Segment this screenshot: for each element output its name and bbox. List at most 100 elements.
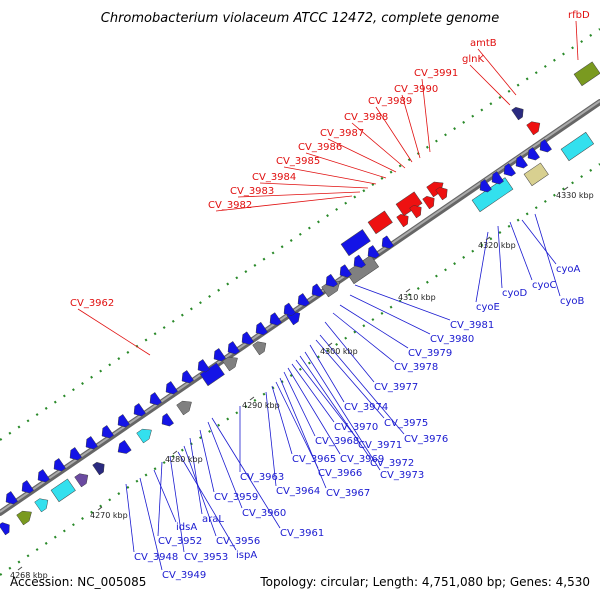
gene-arrow (422, 196, 435, 210)
red-connector (375, 106, 413, 163)
gene-arrow (367, 245, 380, 259)
blue-connector (125, 483, 135, 553)
red-gene-label: CV_3983 (230, 186, 274, 197)
tick-guide-line (0, 28, 600, 441)
blue-connector (309, 344, 345, 403)
red-connector (421, 78, 431, 153)
gene-arrow (426, 181, 444, 198)
blue-connector (199, 429, 215, 493)
blue-connector (157, 461, 163, 537)
gene-arrow (133, 403, 146, 417)
gene-arrow (381, 235, 394, 249)
red-gene-label: CV_3984 (252, 172, 296, 183)
gene-arrow (527, 147, 540, 161)
blue-connector (211, 417, 281, 529)
red-gene-label: CV_3982 (208, 200, 252, 211)
gene-arrow (539, 139, 552, 153)
gene-arrow (491, 171, 504, 185)
blue-gene-label: CV_3973 (380, 470, 424, 481)
blue-connector (509, 221, 533, 281)
gene-block (50, 478, 76, 503)
gene-arrow (503, 163, 516, 177)
blue-gene-label: CV_3956 (216, 536, 260, 547)
gene-arrow (117, 414, 130, 428)
tick-label: 4310 kbp (398, 293, 436, 302)
blue-gene-label: CV_3965 (292, 454, 336, 465)
label-connectors (77, 20, 579, 571)
blue-gene-label: araL (202, 514, 224, 525)
red-gene-label: rfbD (568, 10, 590, 21)
blue-connector (295, 359, 359, 441)
blue-gene-label: CV_3963 (240, 472, 284, 483)
blue-connector (324, 321, 375, 383)
blue-gene-label: CV_3978 (394, 362, 438, 373)
red-gene-label: CV_3986 (298, 142, 342, 153)
tick-mark (17, 566, 23, 571)
blue-gene-label: CV_3977 (374, 382, 418, 393)
genome-backbone (0, 99, 600, 516)
map-title: Chromobacterium violaceum ATCC 12472, co… (101, 11, 499, 26)
gene-block (367, 210, 393, 235)
gene-arrow (5, 491, 18, 505)
tick-label: 4330 kbp (556, 191, 594, 200)
gene-arrow (16, 510, 32, 526)
gene-arrow (165, 381, 178, 395)
blue-gene-label: CV_3966 (318, 468, 362, 479)
gene-arrow (241, 331, 254, 345)
gene-arrow (53, 458, 66, 472)
blue-gene-label: cyoA (556, 264, 581, 275)
red-connector (351, 122, 406, 169)
red-connector (283, 166, 377, 185)
red-gene-label: amtB (470, 38, 497, 49)
blue-connector (275, 381, 319, 469)
gene-arrow (311, 283, 324, 297)
red-connector (259, 182, 369, 189)
red-gene-label: glnK (462, 54, 484, 65)
gene-arrow (37, 469, 50, 483)
blue-connector (497, 225, 503, 289)
tick-label: 4290 kbp (242, 401, 280, 410)
blue-gene-label: cyoD (502, 288, 528, 299)
gene-arrow (252, 341, 267, 356)
blue-connector (319, 334, 405, 435)
gene-arrow (297, 293, 310, 307)
red-connector (237, 191, 361, 198)
gene-arrow (511, 107, 524, 121)
gene-arrow (74, 473, 89, 488)
gene-arrow (181, 370, 194, 384)
blue-connector (271, 385, 293, 455)
tick-label: 4280 kbp (165, 455, 203, 464)
tick-label: 4268 kbp (10, 571, 48, 580)
gene-arrow (34, 498, 49, 513)
red-gene-label: CV_3962 (70, 298, 114, 309)
gene-arrow (161, 413, 174, 427)
blue-connector (315, 339, 385, 419)
blue-gene-label: CV_3979 (408, 348, 452, 359)
blue-gene-label: CV_3981 (450, 320, 494, 331)
gene-arrow (283, 302, 296, 316)
blue-connector (153, 469, 177, 523)
red-gene-label: CV_3988 (344, 112, 388, 123)
tick-label: 4320 kbp (478, 241, 516, 250)
blue-connector (207, 421, 243, 509)
blue-gene-label: CV_3961 (280, 528, 324, 539)
tick-mark (563, 186, 569, 191)
gene-arrow (526, 121, 541, 136)
gene-arrow (213, 348, 226, 362)
blue-connector (183, 445, 217, 537)
blue-gene-label: CV_3952 (158, 536, 202, 547)
blue-gene-label: CV_3959 (214, 492, 258, 503)
blue-connector (332, 312, 395, 363)
tick-mark (172, 450, 178, 455)
blue-connector (475, 231, 489, 303)
tick-label: 4300 kbp (320, 347, 358, 356)
tick-guide-line (0, 163, 600, 576)
blue-connector (189, 437, 203, 515)
gene-arrow (117, 439, 132, 454)
red-connector (575, 20, 579, 61)
blue-gene-label: CV_3964 (276, 486, 320, 497)
blue-gene-label: CV_3972 (370, 458, 414, 469)
gene-arrow (176, 400, 192, 416)
gene-arrow (515, 155, 528, 169)
